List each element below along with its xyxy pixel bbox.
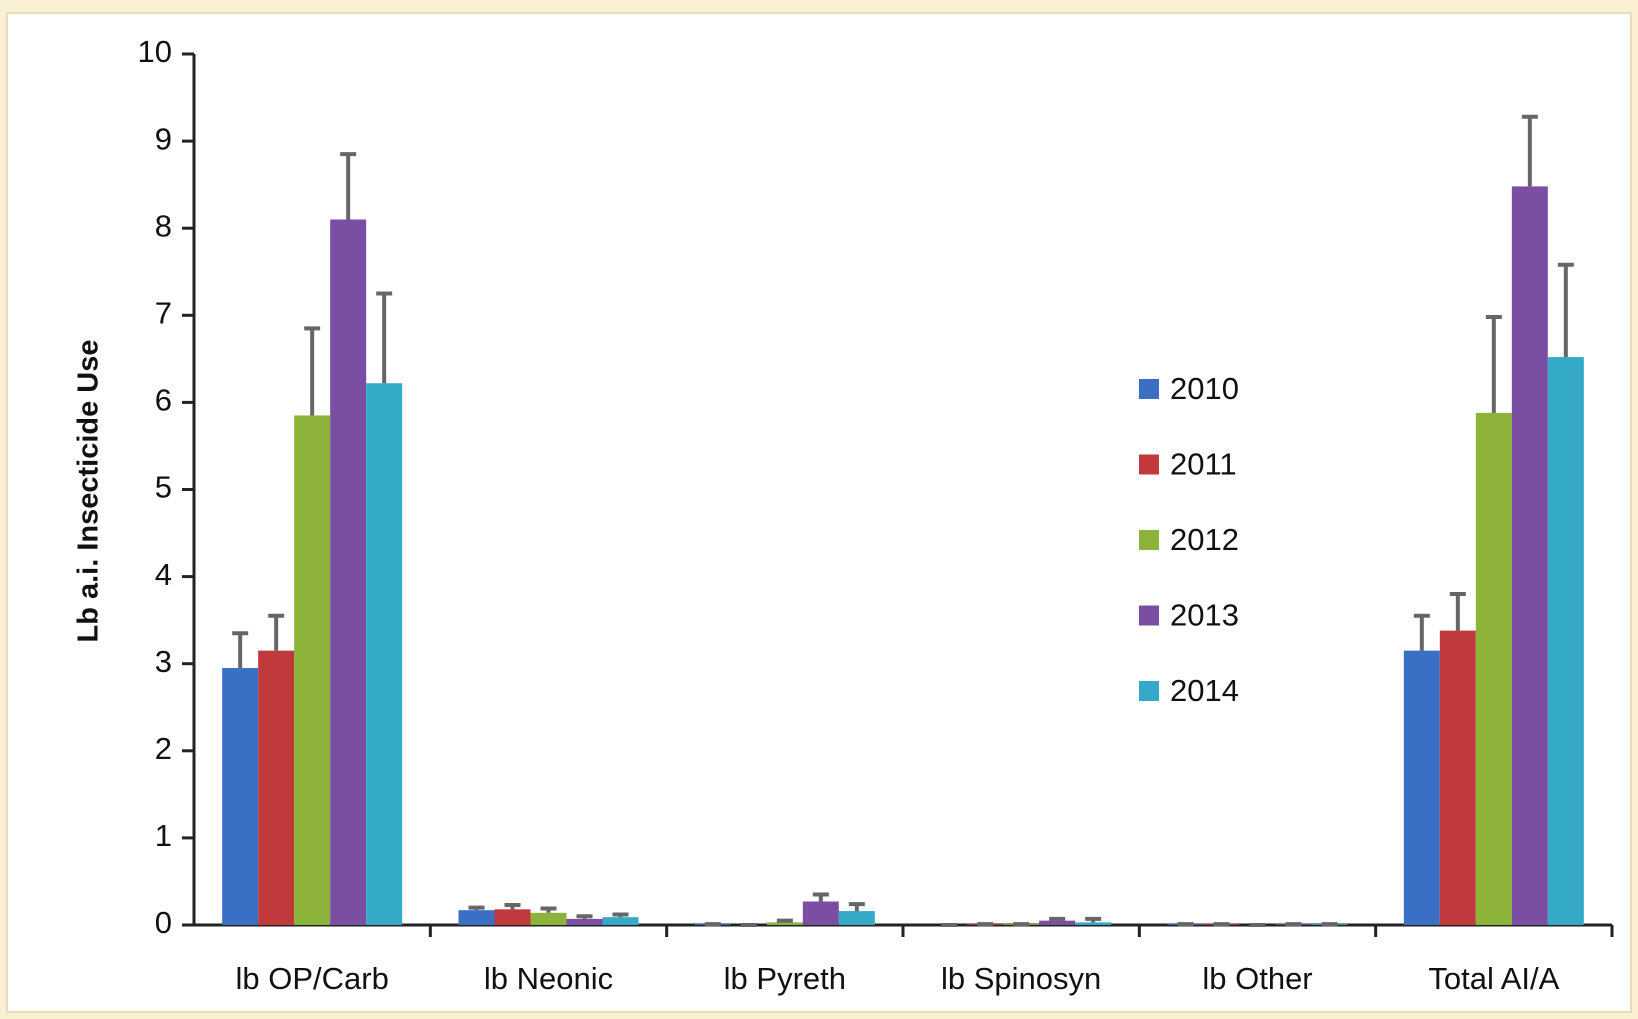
error-bar	[1049, 916, 1066, 921]
y-tick-label: 2	[155, 731, 172, 766]
legend-label: 2012	[1170, 522, 1239, 557]
bar	[566, 918, 603, 925]
error-bar	[340, 152, 357, 220]
y-tick-label: 8	[155, 208, 172, 243]
bar	[602, 917, 639, 925]
bar	[294, 415, 331, 925]
bar	[802, 901, 839, 925]
y-tick-label: 1	[155, 818, 172, 853]
bar	[530, 912, 567, 925]
error-bar	[1085, 916, 1102, 923]
y-tick-label: 3	[155, 644, 172, 679]
bar	[766, 922, 803, 925]
error-bar	[576, 914, 593, 919]
bar	[222, 668, 259, 925]
legend-label: 2014	[1170, 673, 1239, 708]
legend-swatch	[1139, 454, 1159, 475]
y-tick-label: 10	[138, 34, 172, 69]
x-tick-label: Total AI/A	[1428, 961, 1559, 996]
bar	[330, 219, 367, 926]
bar	[458, 910, 495, 925]
bar	[1439, 630, 1476, 925]
legend-swatch	[1139, 681, 1159, 701]
x-tick-label: lb Spinosyn	[941, 961, 1101, 996]
error-bar	[776, 918, 793, 923]
error-bar	[540, 906, 557, 913]
bar	[1403, 650, 1440, 925]
bar	[1039, 920, 1076, 925]
error-bar	[848, 902, 865, 912]
bar	[1075, 922, 1112, 925]
bar	[1511, 186, 1548, 926]
y-tick-label: 0	[155, 905, 172, 940]
error-bar	[612, 912, 629, 918]
y-tick-label: 4	[155, 557, 172, 592]
bar	[258, 650, 295, 925]
bar	[1547, 357, 1584, 925]
error-bar	[1521, 114, 1538, 187]
bar	[494, 909, 531, 925]
bar	[838, 911, 875, 925]
y-tick-label: 7	[155, 295, 172, 330]
legend-label: 2011	[1170, 447, 1237, 482]
legend-label: 2010	[1170, 371, 1239, 406]
error-bar	[1449, 592, 1466, 631]
bar	[366, 383, 403, 925]
error-bar	[232, 631, 249, 669]
error-bar	[1485, 315, 1502, 413]
y-tick-label: 5	[155, 470, 172, 505]
error-bar	[376, 291, 393, 384]
error-bar	[304, 326, 321, 416]
bar	[1475, 412, 1512, 925]
error-bar	[468, 905, 485, 911]
y-axis-label: Lb a.i. Insecticide Use	[73, 340, 105, 643]
y-tick-label: 9	[155, 121, 172, 156]
error-bar	[504, 902, 521, 910]
error-bar	[1557, 262, 1574, 358]
legend-label: 2013	[1170, 598, 1239, 633]
x-tick-label: lb Neonic	[484, 961, 613, 996]
legend-swatch	[1139, 605, 1159, 626]
error-bar	[268, 613, 285, 651]
error-bar	[812, 892, 829, 902]
legend-swatch	[1139, 530, 1159, 550]
x-tick-label: lb OP/Carb	[235, 961, 388, 996]
y-tick-label: 6	[155, 383, 172, 418]
legend-swatch	[1139, 379, 1159, 399]
x-tick-label: lb Pyreth	[724, 961, 846, 996]
error-bar	[1413, 613, 1430, 651]
x-tick-label: lb Other	[1202, 961, 1312, 996]
